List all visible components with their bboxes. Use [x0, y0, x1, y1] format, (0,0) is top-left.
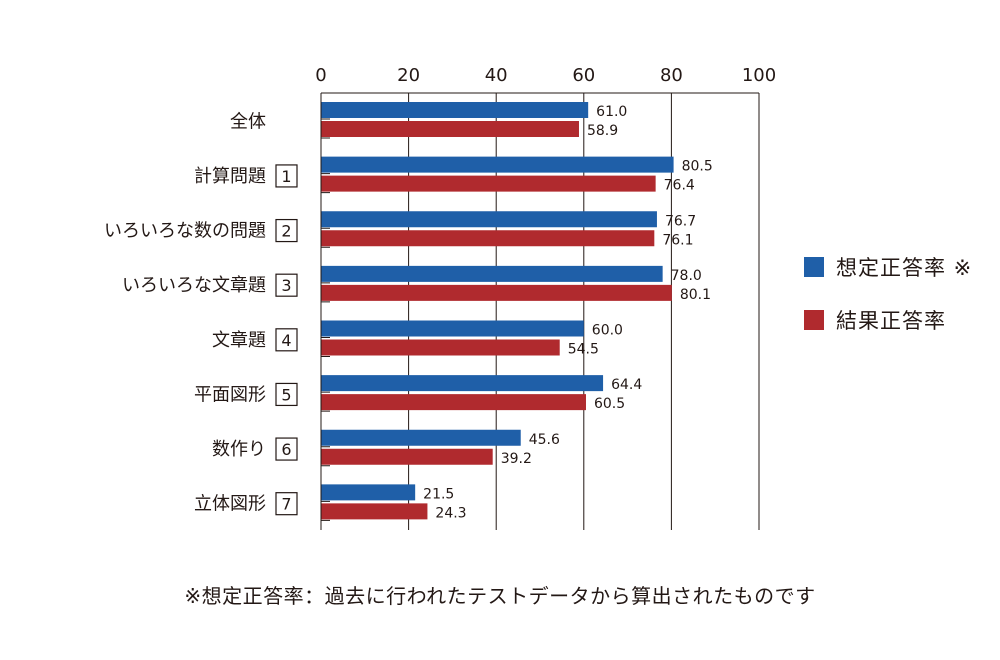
category-label-1: 計算問題	[194, 166, 266, 187]
category-number-3: 3	[281, 276, 291, 295]
bar-expected-1	[321, 156, 674, 173]
category-number-box-1	[275, 164, 298, 188]
legend-label-actual: 結果正答率	[836, 309, 946, 333]
data-label-expected-1: 80.5	[682, 159, 713, 175]
data-label-expected-2: 76.7	[665, 213, 696, 229]
data-label-actual-5: 60.5	[594, 396, 625, 412]
category-label-2: いろいろな数の問題	[104, 221, 266, 242]
x-tick-label-80: 80	[660, 65, 683, 86]
category-label-6: 数作り	[212, 439, 266, 460]
data-label-actual-1: 76.4	[664, 178, 695, 194]
category-number-1: 1	[281, 167, 291, 186]
x-tick-label-0: 0	[315, 65, 326, 86]
data-label-actual-7: 24.3	[435, 505, 466, 521]
bar-expected-7	[321, 484, 416, 501]
bar-expected-6	[321, 429, 521, 446]
category-label-4: 文章題	[212, 330, 266, 351]
data-label-actual-6: 39.2	[501, 451, 532, 467]
bar-actual-6	[321, 448, 493, 465]
bar-actual-3	[321, 284, 672, 301]
data-label-expected-7: 21.5	[423, 486, 454, 502]
category-number-box-7	[275, 492, 298, 516]
legend-item-expected: 想定正答率 ※	[804, 252, 972, 282]
bar-expected-3	[321, 265, 663, 282]
legend-swatch-actual	[804, 310, 824, 330]
category-number-2: 2	[281, 222, 291, 241]
category-label-3: いろいろな文章題	[122, 275, 266, 296]
category-number-4: 4	[281, 331, 291, 350]
bar-actual-2	[321, 230, 655, 247]
category-number-6: 6	[281, 440, 291, 459]
bar-actual-7	[321, 503, 428, 520]
data-label-actual-2: 76.1	[662, 232, 693, 248]
bar-expected-0	[321, 102, 589, 118]
category-number-box-2	[275, 218, 298, 243]
category-label-0: 全体	[230, 111, 266, 132]
bar-expected-4	[321, 320, 584, 337]
category-number-7: 7	[281, 495, 291, 514]
bar-actual-5	[321, 394, 586, 411]
data-label-actual-4: 54.5	[568, 342, 599, 358]
data-label-expected-3: 78.0	[671, 268, 702, 284]
data-label-expected-4: 60.0	[592, 323, 623, 339]
bar-actual-0	[321, 121, 579, 137]
category-number-box-4	[275, 328, 298, 352]
data-label-expected-0: 61.0	[596, 104, 627, 120]
data-label-expected-6: 45.6	[529, 432, 560, 448]
category-label-7: 立体図形	[194, 494, 266, 515]
x-tick-label-60: 60	[572, 65, 595, 86]
bar-expected-2	[321, 211, 657, 228]
category-number-box-5	[275, 382, 298, 407]
legend-item-actual: 結果正答率	[804, 305, 946, 335]
x-tick-label-40: 40	[485, 65, 508, 86]
footnote: ※想定正答率：過去に行われたテストデータから算出されたものです	[184, 584, 816, 608]
data-label-expected-5: 64.4	[611, 377, 642, 393]
x-tick-label-20: 20	[397, 65, 420, 86]
category-number-5: 5	[281, 385, 291, 404]
legend-label-expected: 想定正答率 ※	[836, 256, 973, 280]
data-label-actual-0: 58.9	[587, 123, 618, 139]
category-number-box-3	[275, 273, 298, 297]
bar-expected-5	[321, 375, 604, 392]
bar-actual-1	[321, 175, 656, 192]
category-label-5: 平面図形	[194, 384, 266, 405]
data-label-actual-3: 80.1	[680, 287, 711, 303]
bar-actual-4	[321, 339, 560, 356]
legend-swatch-expected	[804, 257, 824, 277]
category-number-box-6	[275, 437, 298, 461]
x-tick-label-100: 100	[742, 65, 776, 86]
